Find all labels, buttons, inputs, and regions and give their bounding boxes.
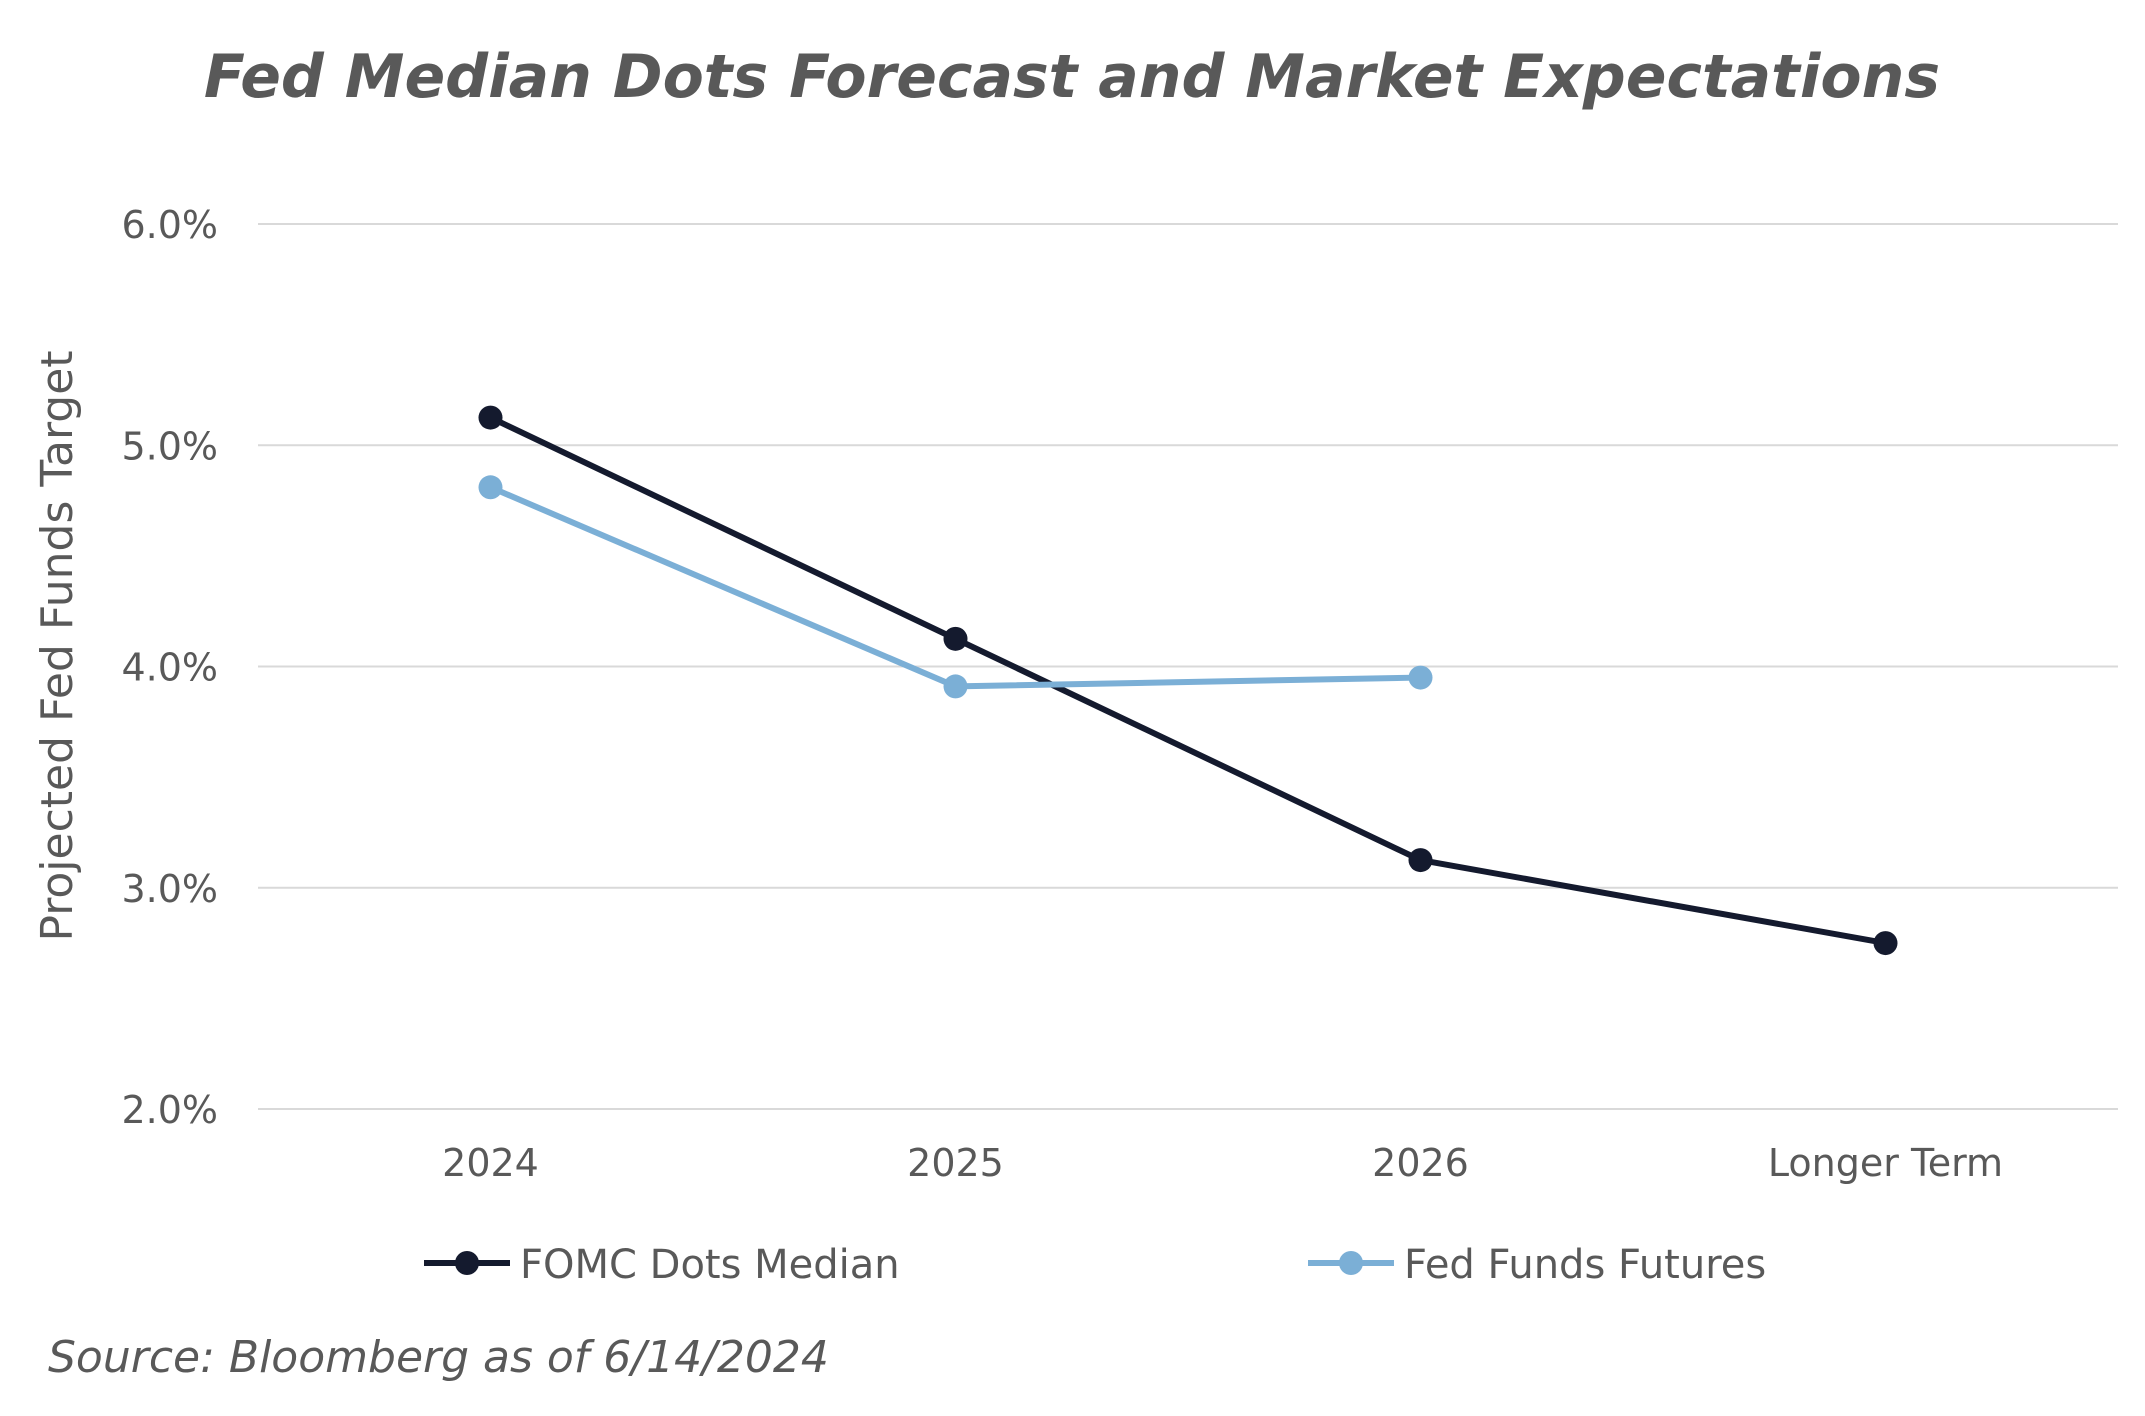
y-tick-label: 5.0% bbox=[121, 424, 218, 468]
legend-label: FOMC Dots Median bbox=[520, 1242, 900, 1288]
series-line bbox=[489, 414, 1887, 947]
data-point bbox=[1408, 848, 1433, 873]
x-tick-labels: 2024 2025 2026 Longer Term bbox=[442, 1141, 2003, 1185]
data-point bbox=[1408, 665, 1433, 690]
y-axis-label: Projected Fed Funds Target bbox=[32, 350, 83, 941]
y-tick-label: 6.0% bbox=[121, 203, 218, 247]
y-tick-labels: 2.0% 3.0% 4.0% 5.0% 6.0% bbox=[121, 203, 218, 1132]
x-tick-label: Longer Term bbox=[1768, 1141, 2003, 1185]
data-point bbox=[1873, 931, 1898, 956]
data-point bbox=[478, 475, 503, 500]
series-lines bbox=[478, 405, 1898, 956]
data-point bbox=[943, 674, 968, 699]
legend-label: Fed Funds Futures bbox=[1404, 1242, 1766, 1288]
source-note: Source: Bloomberg as of 6/14/2024 bbox=[48, 1332, 829, 1383]
y-tick-label: 4.0% bbox=[121, 646, 218, 690]
data-point bbox=[943, 626, 968, 651]
y-tick-label: 3.0% bbox=[121, 867, 218, 911]
series-line bbox=[489, 484, 1421, 690]
x-tick-label: 2025 bbox=[907, 1141, 1004, 1185]
gridlines bbox=[258, 223, 2118, 1110]
data-point bbox=[478, 405, 503, 430]
legend-marker bbox=[455, 1251, 479, 1275]
legend: FOMC Dots Median Fed Funds Futures bbox=[424, 1242, 1766, 1288]
y-tick-label: 2.0% bbox=[121, 1088, 218, 1132]
x-tick-label: 2026 bbox=[1372, 1141, 1469, 1185]
chart-title: Fed Median Dots Forecast and Market Expe… bbox=[204, 42, 1940, 112]
x-tick-label: 2024 bbox=[442, 1141, 539, 1185]
legend-marker bbox=[1339, 1251, 1363, 1275]
